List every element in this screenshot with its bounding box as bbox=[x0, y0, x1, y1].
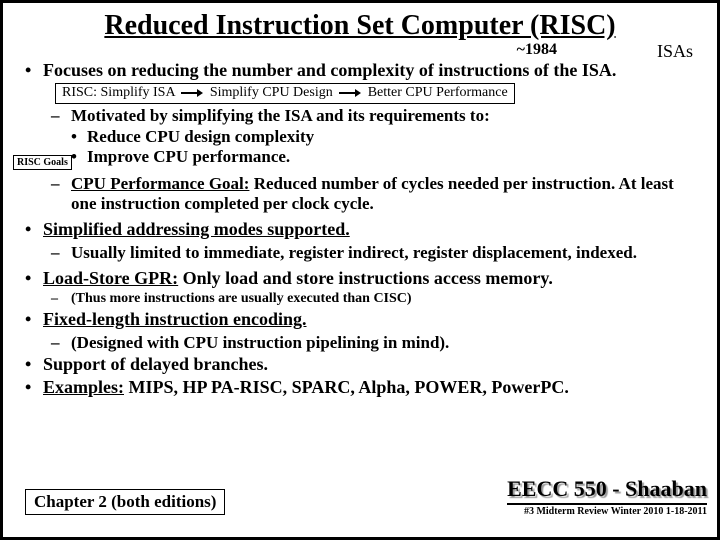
flow-box: RISC: Simplify ISA Simplify CPU Design B… bbox=[55, 83, 515, 104]
bullet-6-label: Examples: bbox=[43, 377, 124, 397]
bullet-1: Focuses on reducing the number and compl… bbox=[43, 60, 703, 213]
bullet-3-text: Only load and store instructions access … bbox=[178, 268, 553, 288]
bullet-list: Focuses on reducing the number and compl… bbox=[17, 60, 703, 399]
perf-goal-label: CPU Performance Goal: bbox=[71, 174, 249, 193]
flow-b: Simplify CPU Design bbox=[210, 85, 333, 100]
bullet-1-ss1: Reduce CPU design complexity bbox=[87, 127, 703, 147]
year-label: ~1984 bbox=[517, 41, 557, 59]
risc-goals-box: RISC Goals bbox=[13, 155, 72, 170]
bullet-1-ss2: Improve CPU performance. bbox=[87, 147, 703, 167]
bullet-2: Simplified addressing modes supported. U… bbox=[43, 219, 703, 262]
footnote: #3 Midterm Review Winter 2010 1-18-2011 bbox=[507, 506, 707, 517]
bullet-1-sub2: CPU Performance Goal: Reduced number of … bbox=[71, 174, 703, 213]
course-label: EECC 550 - Shaaban bbox=[507, 476, 707, 505]
bullet-2-text: Simplified addressing modes supported. bbox=[43, 219, 350, 239]
footer-right: EECC 550 - Shaaban #3 Midterm Review Win… bbox=[507, 476, 707, 517]
bullet-2-sub1: Usually limited to immediate, register i… bbox=[71, 243, 703, 263]
arrow-icon bbox=[339, 89, 361, 97]
bullet-3-sub1: (Thus more instructions are usually exec… bbox=[71, 291, 703, 307]
flow-a: RISC: Simplify ISA bbox=[62, 85, 175, 100]
bullet-4: Fixed-length instruction encoding. (Desi… bbox=[43, 309, 703, 352]
arrow-icon bbox=[181, 89, 203, 97]
bullet-3-label: Load-Store GPR: bbox=[43, 268, 178, 288]
bullet-4-text: Fixed-length instruction encoding. bbox=[43, 309, 307, 329]
bullet-6: Examples: MIPS, HP PA-RISC, SPARC, Alpha… bbox=[43, 377, 703, 398]
bullet-3: Load-Store GPR: Only load and store inst… bbox=[43, 268, 703, 307]
bullet-1-sub1: Motivated by simplifying the ISA and its… bbox=[71, 106, 703, 126]
chapter-box: Chapter 2 (both editions) bbox=[25, 489, 225, 515]
bullet-1-text: Focuses on reducing the number and compl… bbox=[43, 60, 616, 80]
bullet-6-text: MIPS, HP PA-RISC, SPARC, Alpha, POWER, P… bbox=[124, 377, 569, 397]
flow-c: Better CPU Performance bbox=[368, 85, 508, 100]
bullet-5: Support of delayed branches. bbox=[43, 354, 703, 375]
slide-title: Reduced Instruction Set Computer (RISC) bbox=[17, 11, 703, 42]
bullet-4-sub1: (Designed with CPU instruction pipelinin… bbox=[71, 333, 703, 353]
